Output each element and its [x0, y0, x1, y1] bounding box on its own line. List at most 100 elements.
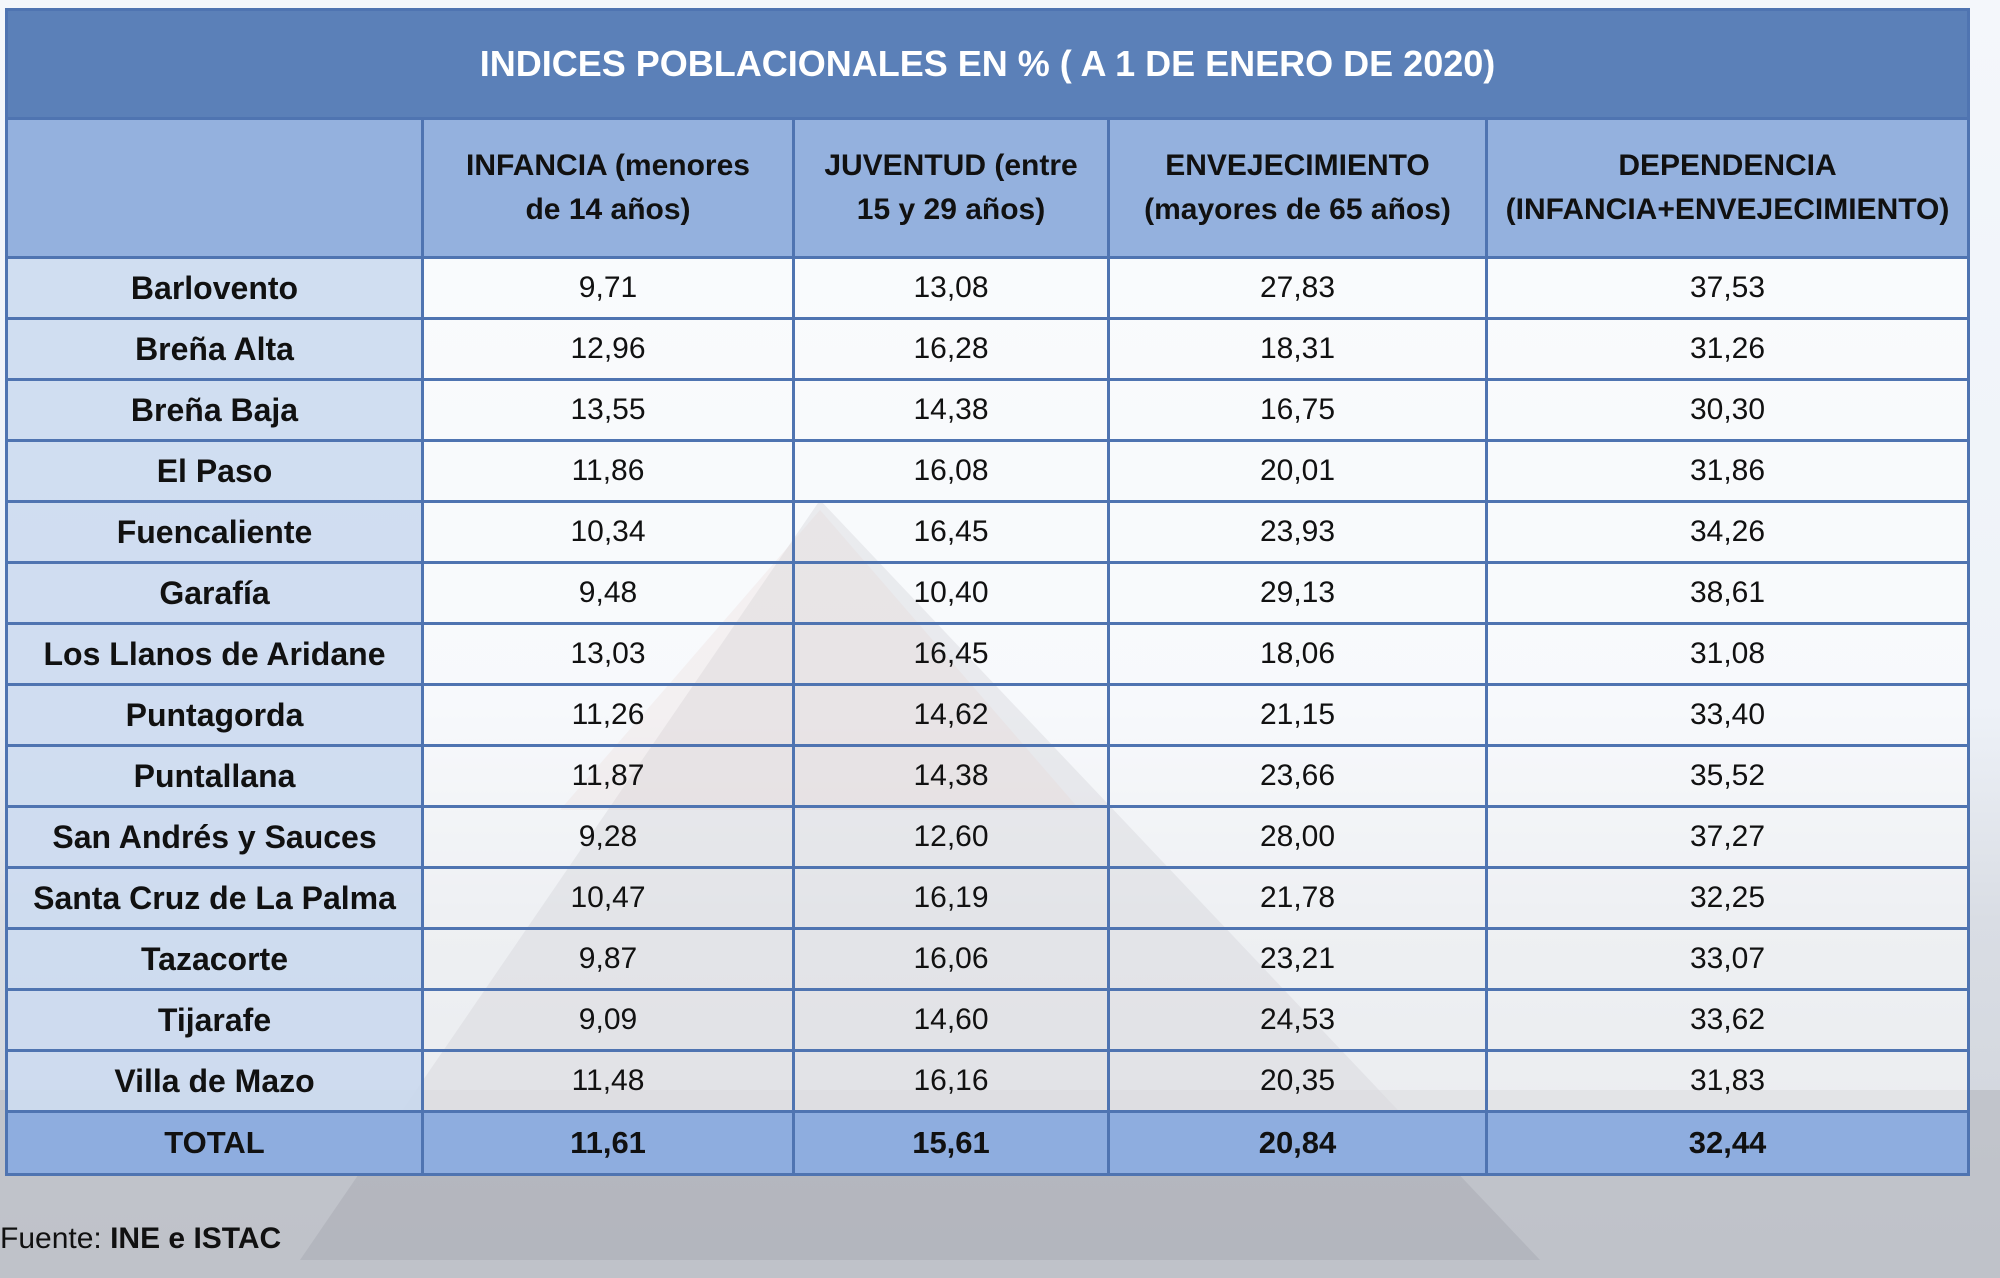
infancia-cell: 9,09 — [421, 988, 795, 1052]
municipio-cell: Villa de Mazo — [5, 1049, 424, 1113]
municipio-cell: San Andrés y Sauces — [5, 805, 424, 869]
infancia-cell: 9,48 — [421, 561, 795, 625]
dependencia-cell: 37,53 — [1484, 256, 1971, 320]
total-infancia: 11,61 — [421, 1110, 795, 1176]
envejecimiento-cell: 23,93 — [1107, 500, 1488, 564]
table-row: Breña Alta 12,96 16,28 18,31 31,26 — [5, 317, 1971, 381]
population-indices-table: INDICES POBLACIONALES EN % ( A 1 DE ENER… — [4, 8, 1971, 1176]
total-label: TOTAL — [5, 1110, 424, 1176]
dependencia-cell: 37,27 — [1484, 805, 1971, 869]
table-row: Garafía 9,48 10,40 29,13 38,61 — [5, 561, 1971, 625]
header-corner — [5, 117, 424, 259]
header-envejecimiento: ENVEJECIMIENTO (mayores de 65 años) — [1107, 117, 1488, 259]
dependencia-cell: 30,30 — [1484, 378, 1971, 442]
dependencia-cell: 33,62 — [1484, 988, 1971, 1052]
title-row: INDICES POBLACIONALES EN % ( A 1 DE ENER… — [4, 8, 1971, 120]
dependencia-cell: 33,07 — [1484, 927, 1971, 991]
header-infancia-line2: de 14 años) — [525, 193, 691, 226]
header-envejecimiento-line1: ENVEJECIMIENTO — [1165, 149, 1430, 182]
juventud-cell: 12,60 — [792, 805, 1110, 869]
infancia-cell: 11,86 — [421, 439, 795, 503]
infancia-cell: 10,47 — [421, 866, 795, 930]
infancia-cell: 12,96 — [421, 317, 795, 381]
header-infancia-line1: INFANCIA (menores — [466, 149, 750, 182]
municipio-cell: Breña Baja — [5, 378, 424, 442]
envejecimiento-cell: 29,13 — [1107, 561, 1488, 625]
table-row: Tazacorte 9,87 16,06 23,21 33,07 — [5, 927, 1971, 991]
dependencia-cell: 31,26 — [1484, 317, 1971, 381]
municipio-cell: Breña Alta — [5, 317, 424, 381]
envejecimiento-cell: 27,83 — [1107, 256, 1488, 320]
header-dependencia: DEPENDENCIA (INFANCIA+ENVEJECIMIENTO) — [1484, 117, 1971, 259]
infancia-cell: 9,87 — [421, 927, 795, 991]
source-note: Fuente: INE e ISTAC — [0, 1222, 281, 1256]
juventud-cell: 10,40 — [792, 561, 1110, 625]
envejecimiento-cell: 21,78 — [1107, 866, 1488, 930]
table-row: Breña Baja 13,55 14,38 16,75 30,30 — [5, 378, 1971, 442]
juventud-cell: 14,60 — [792, 988, 1110, 1052]
total-row: TOTAL 11,61 15,61 20,84 32,44 — [5, 1110, 1971, 1176]
municipio-cell: Garafía — [5, 561, 424, 625]
header-juventud-line1: JUVENTUD (entre — [824, 149, 1078, 182]
infancia-cell: 11,48 — [421, 1049, 795, 1113]
juventud-cell: 16,28 — [792, 317, 1110, 381]
juventud-cell: 16,06 — [792, 927, 1110, 991]
infancia-cell: 11,87 — [421, 744, 795, 808]
envejecimiento-cell: 23,66 — [1107, 744, 1488, 808]
population-indices-table-container: INDICES POBLACIONALES EN % ( A 1 DE ENER… — [4, 8, 1971, 1176]
envejecimiento-cell: 21,15 — [1107, 683, 1488, 747]
envejecimiento-cell: 16,75 — [1107, 378, 1488, 442]
header-juventud-line2: 15 y 29 años) — [856, 193, 1046, 226]
header-dependencia-line1: DEPENDENCIA — [1618, 149, 1837, 182]
envejecimiento-cell: 20,01 — [1107, 439, 1488, 503]
municipio-cell: Tazacorte — [5, 927, 424, 991]
envejecimiento-cell: 18,06 — [1107, 622, 1488, 686]
juventud-cell: 14,38 — [792, 378, 1110, 442]
infancia-cell: 13,03 — [421, 622, 795, 686]
municipio-cell: Puntallana — [5, 744, 424, 808]
infancia-cell: 9,71 — [421, 256, 795, 320]
municipio-cell: Fuencaliente — [5, 500, 424, 564]
infancia-cell: 11,26 — [421, 683, 795, 747]
table-row: Villa de Mazo 11,48 16,16 20,35 31,83 — [5, 1049, 1971, 1113]
juventud-cell: 14,62 — [792, 683, 1110, 747]
table-row: Tijarafe 9,09 14,60 24,53 33,62 — [5, 988, 1971, 1052]
dependencia-cell: 33,40 — [1484, 683, 1971, 747]
table-row: Santa Cruz de La Palma 10,47 16,19 21,78… — [5, 866, 1971, 930]
source-value: INE e ISTAC — [110, 1222, 282, 1255]
municipio-cell: Santa Cruz de La Palma — [5, 866, 424, 930]
municipio-cell: Barlovento — [5, 256, 424, 320]
juventud-cell: 13,08 — [792, 256, 1110, 320]
municipio-cell: Los Llanos de Aridane — [5, 622, 424, 686]
header-juventud: JUVENTUD (entre 15 y 29 años) — [792, 117, 1110, 259]
header-envejecimiento-line2: (mayores de 65 años) — [1144, 193, 1451, 226]
envejecimiento-cell: 28,00 — [1107, 805, 1488, 869]
total-dependencia: 32,44 — [1484, 1110, 1971, 1176]
dependencia-cell: 31,83 — [1484, 1049, 1971, 1113]
dependencia-cell: 34,26 — [1484, 500, 1971, 564]
juventud-cell: 16,45 — [792, 622, 1110, 686]
table-title: INDICES POBLACIONALES EN % ( A 1 DE ENER… — [4, 8, 1971, 120]
dependencia-cell: 35,52 — [1484, 744, 1971, 808]
infancia-cell: 10,34 — [421, 500, 795, 564]
municipio-cell: Puntagorda — [5, 683, 424, 747]
juventud-cell: 16,08 — [792, 439, 1110, 503]
infancia-cell: 13,55 — [421, 378, 795, 442]
dependencia-cell: 31,08 — [1484, 622, 1971, 686]
juventud-cell: 16,19 — [792, 866, 1110, 930]
total-envejecimiento: 20,84 — [1107, 1110, 1488, 1176]
table-row: El Paso 11,86 16,08 20,01 31,86 — [5, 439, 1971, 503]
table-row: Fuencaliente 10,34 16,45 23,93 34,26 — [5, 500, 1971, 564]
envejecimiento-cell: 20,35 — [1107, 1049, 1488, 1113]
table-row: Barlovento 9,71 13,08 27,83 37,53 — [5, 256, 1971, 320]
juventud-cell: 16,45 — [792, 500, 1110, 564]
juventud-cell: 14,38 — [792, 744, 1110, 808]
envejecimiento-cell: 23,21 — [1107, 927, 1488, 991]
juventud-cell: 16,16 — [792, 1049, 1110, 1113]
source-prefix: Fuente: — [0, 1222, 111, 1255]
dependencia-cell: 32,25 — [1484, 866, 1971, 930]
header-dependencia-line2: (INFANCIA+ENVEJECIMIENTO) — [1505, 193, 1950, 226]
dependencia-cell: 38,61 — [1484, 561, 1971, 625]
table-row: San Andrés y Sauces 9,28 12,60 28,00 37,… — [5, 805, 1971, 869]
total-juventud: 15,61 — [792, 1110, 1110, 1176]
